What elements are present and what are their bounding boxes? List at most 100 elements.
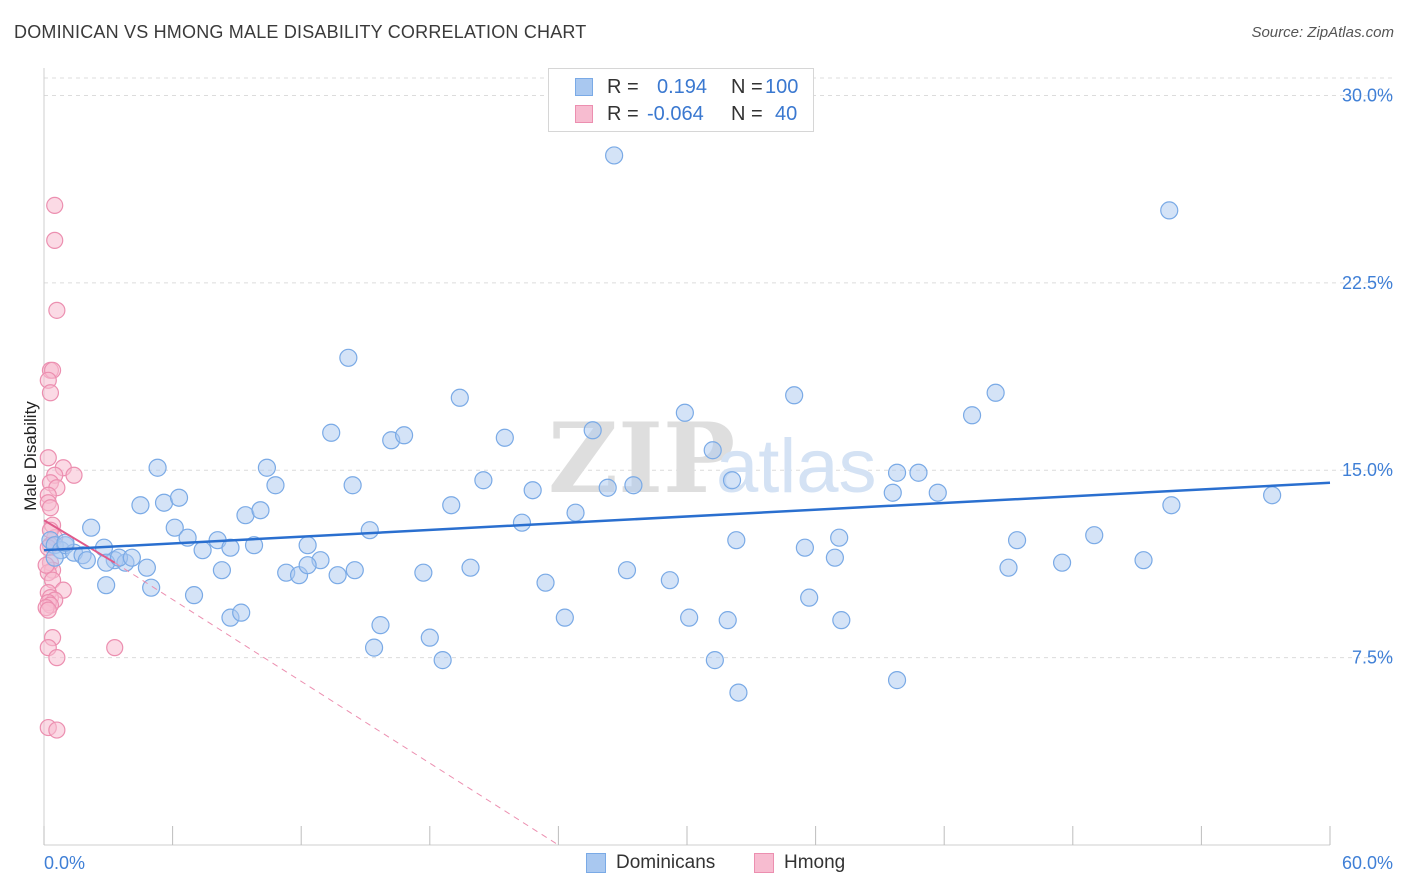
dominican-point (193, 541, 212, 560)
dominican-trend-line (43, 481, 1331, 552)
dominican-point (394, 426, 414, 445)
watermark: ZIP atlas (548, 402, 877, 515)
hmong-point (46, 196, 64, 215)
hmong-point (48, 721, 66, 739)
dominican-point (251, 501, 270, 520)
hmong-point (48, 649, 66, 667)
dominican-point (137, 558, 156, 577)
dominican-point (474, 471, 493, 490)
dominican-point (1085, 526, 1104, 545)
n-value: 100 (765, 75, 799, 98)
dominican-point (605, 146, 624, 165)
dominican-point (729, 683, 748, 702)
hmong-trend-line (43, 519, 116, 564)
r-label: R = (607, 102, 639, 125)
legend-label: Dominicans (616, 852, 716, 873)
dominican-point (82, 518, 101, 537)
dominican-point (1007, 531, 1027, 550)
chart-title: DOMINICAN VS HMONG MALE DISABILITY CORRE… (14, 22, 587, 42)
dominican-point (364, 638, 384, 657)
grid-lines (44, 77, 1392, 659)
dominican-point (414, 563, 433, 582)
pink-swatch (754, 853, 774, 873)
dominican-point (512, 513, 532, 532)
dominican-point (343, 476, 362, 495)
dominican-point (236, 506, 255, 525)
y-tick-label: 30.0% (1342, 85, 1393, 105)
trend-lines (43, 481, 1331, 846)
tick-labels: 7.5% 15.0% 22.5% 30.0% 0.0% 60.0% (44, 85, 1393, 873)
hmong-point (48, 301, 66, 319)
dominican-point (999, 558, 1018, 577)
n-label: N = (731, 102, 763, 125)
legend-series: Dominicans Hmong (0, 852, 1406, 878)
watermark-zip: ZIP (548, 402, 735, 515)
hmong-point (46, 231, 64, 249)
dominican-point (536, 573, 555, 592)
hmong-trend-extension (114, 562, 559, 846)
dominican-point (328, 566, 347, 585)
hmong-point (39, 601, 57, 619)
dominican-point (598, 478, 617, 497)
source-note: Source: ZipAtlas.com (1251, 24, 1394, 41)
dominican-point (832, 611, 851, 630)
dominican-point (244, 536, 264, 555)
dominican-point (566, 503, 585, 522)
legend-row-dominicans: R = 0.194 N = 100 (549, 73, 813, 101)
dominican-point (148, 458, 167, 477)
dominican-point (322, 423, 341, 442)
dominican-point (718, 611, 737, 630)
x-tick-label: 0.0% (44, 853, 85, 873)
dominican-point (97, 576, 116, 595)
dominican-point (360, 521, 379, 540)
n-label: N = (731, 75, 763, 98)
dominican-point (703, 441, 722, 460)
r-label: R = (607, 75, 639, 98)
dominican-point (555, 608, 574, 627)
dominican-point (660, 571, 679, 590)
dominican-point (131, 496, 150, 515)
dominican-point (298, 536, 317, 555)
dominican-point (461, 558, 480, 577)
hmong-point (39, 449, 57, 467)
blue-swatch (575, 78, 593, 96)
dominican-point (77, 551, 96, 570)
dominican-point (433, 651, 452, 670)
dominican-point (800, 588, 819, 607)
dominican-point (785, 386, 804, 405)
dominican-point (165, 518, 184, 537)
dominican-point (298, 556, 317, 575)
dominican-point (883, 483, 902, 502)
dominican-point (887, 671, 907, 690)
dominican-point (583, 421, 602, 440)
dominican-point (680, 608, 699, 627)
dominican-point (154, 493, 174, 512)
dominican-point (675, 403, 694, 422)
dominican-point (887, 463, 907, 482)
watermark-atlas: atlas (716, 424, 877, 509)
dominican-point (345, 561, 364, 580)
dominican-points (41, 146, 1282, 702)
dominican-point (1134, 551, 1153, 570)
dominican-point (986, 383, 1005, 402)
dominican-point (1052, 553, 1072, 572)
dominican-point (45, 548, 64, 567)
dominican-point (830, 528, 849, 547)
legend-item-dominicans: Dominicans (586, 852, 715, 874)
dominican-point (169, 488, 189, 507)
legend-item-hmong: Hmong (754, 852, 845, 874)
dominican-point (266, 476, 285, 495)
y-tick-label: 22.5% (1342, 273, 1393, 293)
dominican-point (523, 481, 542, 500)
blue-swatch (586, 853, 606, 873)
dominican-point (339, 348, 358, 367)
dominican-point (184, 586, 204, 605)
r-value: -0.064 (647, 102, 704, 125)
dominican-point (928, 483, 947, 502)
x-tick-label: 60.0% (1342, 853, 1393, 873)
hmong-points (37, 196, 124, 739)
legend-stats: R = 0.194 N = 100 R = -0.064 N = 40 (548, 68, 814, 132)
dominican-point (495, 428, 514, 447)
hmong-point (41, 499, 60, 517)
